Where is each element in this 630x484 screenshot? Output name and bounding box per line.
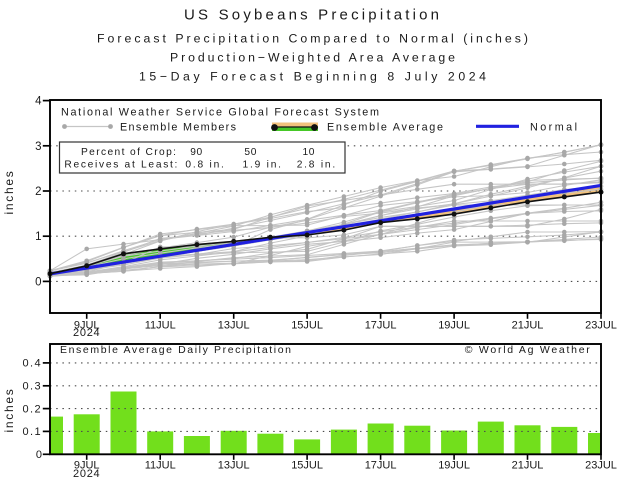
svg-text:National Weather Service Globa: National Weather Service Global Forecast… — [61, 106, 379, 118]
svg-text:0.1: 0.1 — [23, 426, 43, 438]
svg-text:1.9 in.: 1.9 in. — [243, 160, 282, 171]
svg-text:Ensemble Average: Ensemble Average — [327, 121, 443, 133]
svg-text:inches: inches — [2, 388, 16, 433]
svg-text:Receives at Least:: Receives at Least: — [64, 160, 177, 171]
svg-text:Production−Weighted Area Avera: Production−Weighted Area Average — [170, 50, 455, 64]
svg-text:13JUL: 13JUL — [218, 319, 250, 331]
svg-text:2024: 2024 — [73, 468, 100, 480]
svg-text:21JUL: 21JUL — [512, 319, 544, 331]
svg-text:19JUL: 19JUL — [438, 319, 470, 331]
svg-text:90: 90 — [190, 147, 203, 158]
svg-text:0.2: 0.2 — [23, 403, 43, 415]
svg-text:17JUL: 17JUL — [365, 319, 397, 331]
svg-text:inches: inches — [2, 170, 16, 215]
svg-text:0: 0 — [35, 276, 41, 288]
svg-text:Forecast Precipitation Compare: Forecast Precipitation Compared to Norma… — [97, 31, 528, 45]
svg-text:Percent of Crop:: Percent of Crop: — [81, 147, 176, 158]
svg-text:2: 2 — [35, 186, 41, 198]
svg-text:50: 50 — [244, 147, 257, 158]
svg-text:9JUL: 9JUL — [74, 319, 100, 331]
svg-text:2.8 in.: 2.8 in. — [297, 160, 336, 171]
svg-text:23JUL: 23JUL — [585, 319, 617, 331]
svg-text:Ensemble Members: Ensemble Members — [120, 121, 237, 133]
svg-text:0.8 in.: 0.8 in. — [185, 160, 224, 171]
svg-text:3: 3 — [35, 141, 41, 153]
svg-text:Ensemble Average Daily Precipi: Ensemble Average Daily Precipitation — [60, 344, 291, 356]
svg-text:10: 10 — [303, 147, 316, 158]
svg-text:4: 4 — [35, 96, 42, 108]
svg-text:9JUL: 9JUL — [74, 460, 100, 472]
svg-text:0.4: 0.4 — [23, 358, 43, 370]
svg-text:21JUL: 21JUL — [512, 460, 544, 472]
svg-text:1: 1 — [35, 231, 41, 243]
svg-text:13JUL: 13JUL — [218, 460, 250, 472]
svg-text:US Soybeans Precipitation: US Soybeans Precipitation — [184, 6, 441, 23]
svg-text:15JUL: 15JUL — [291, 319, 323, 331]
svg-text:2024: 2024 — [73, 327, 100, 339]
svg-text:23JUL: 23JUL — [585, 460, 617, 472]
svg-text:0: 0 — [36, 449, 42, 461]
svg-text:0.3: 0.3 — [23, 381, 43, 393]
svg-text:11JUL: 11JUL — [145, 319, 176, 331]
svg-text:17JUL: 17JUL — [365, 460, 397, 472]
svg-text:11JUL: 11JUL — [145, 460, 176, 472]
svg-text:© World Ag Weather: © World Ag Weather — [465, 344, 591, 356]
svg-text:15JUL: 15JUL — [291, 460, 323, 472]
svg-text:19JUL: 19JUL — [438, 460, 470, 472]
